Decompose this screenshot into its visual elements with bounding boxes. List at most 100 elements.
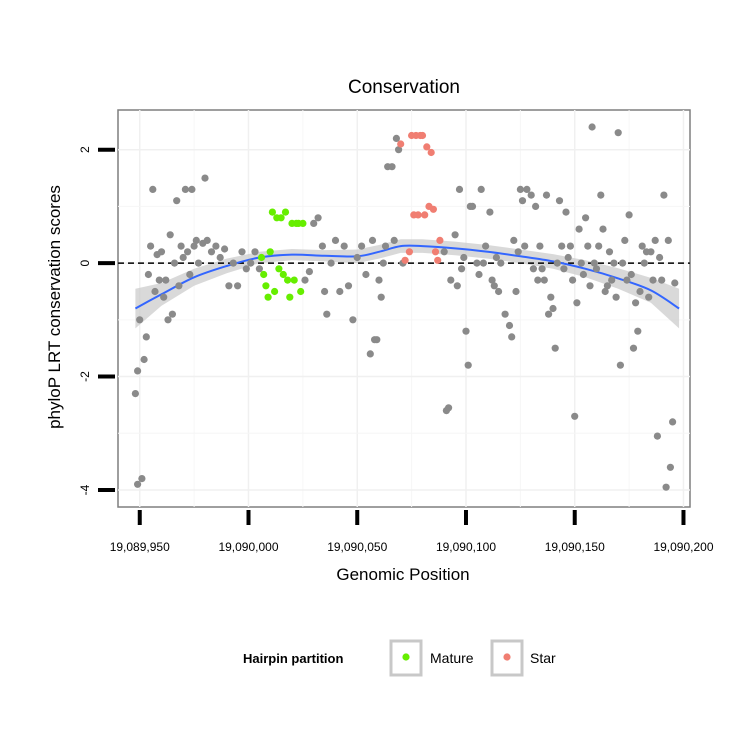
point-star: [418, 131, 427, 140]
point-other: [255, 265, 263, 273]
point-mature: [260, 270, 268, 279]
point-star: [401, 256, 409, 264]
point-mature: [268, 208, 276, 216]
point-other: [571, 412, 579, 420]
point-other: [595, 242, 603, 250]
point-other: [523, 185, 531, 193]
point-other: [477, 185, 485, 193]
point-other: [462, 327, 470, 335]
point-other: [379, 259, 387, 267]
point-other: [605, 248, 614, 256]
point-other: [375, 276, 383, 284]
point-other: [649, 276, 657, 284]
point-other: [221, 245, 229, 253]
point-other: [388, 163, 396, 171]
y-axis-label: phyloP LRT conservation scores: [45, 185, 64, 429]
point-other: [392, 134, 400, 142]
point-mature: [284, 276, 292, 284]
point-star: [427, 148, 435, 157]
plot-panel: [117, 109, 691, 508]
point-other: [327, 259, 335, 267]
point-other: [512, 287, 520, 296]
legend: Hairpin partition Mature Star: [243, 639, 556, 677]
point-other: [516, 185, 525, 193]
point-other: [175, 282, 183, 290]
point-star: [423, 143, 431, 151]
point-mature: [271, 287, 279, 296]
point-other: [447, 276, 455, 284]
point-other: [662, 483, 670, 491]
y-axis: -4 -2 0 2: [78, 146, 115, 495]
point-other: [194, 259, 203, 267]
point-other: [340, 242, 348, 250]
point-other: [468, 202, 477, 210]
point-other: [645, 293, 653, 301]
point-other: [551, 344, 559, 352]
point-star: [436, 236, 444, 244]
point-other: [603, 282, 612, 290]
point-other: [451, 231, 459, 239]
point-other: [508, 333, 516, 341]
point-other: [192, 236, 200, 244]
point-other: [569, 276, 577, 284]
point-other: [540, 276, 548, 284]
y-tick-label: -2: [78, 371, 92, 382]
point-other: [234, 282, 242, 290]
point-other: [564, 253, 572, 262]
point-other: [188, 185, 196, 193]
point-other: [229, 259, 237, 267]
legend-dot-mature: [402, 653, 410, 661]
point-other: [445, 404, 453, 412]
smooth-line-layer: [134, 244, 680, 310]
point-other: [381, 242, 390, 250]
point-other: [536, 242, 544, 250]
point-mature: [262, 282, 270, 290]
point-other: [186, 270, 194, 279]
point-star: [434, 256, 442, 264]
point-other: [553, 259, 561, 267]
point-other: [625, 211, 633, 219]
point-other: [358, 242, 366, 250]
point-star: [431, 248, 440, 256]
point-other: [560, 265, 568, 273]
point-other: [207, 248, 216, 256]
point-other: [310, 219, 318, 227]
x-axis-label: Genomic Position: [336, 565, 469, 584]
point-other: [619, 259, 627, 267]
point-other: [608, 276, 616, 284]
point-other: [610, 259, 618, 267]
point-other: [521, 242, 529, 250]
point-other: [584, 242, 592, 250]
point-other: [173, 197, 181, 205]
point-other: [190, 242, 198, 250]
point-mature: [257, 253, 266, 262]
point-other: [636, 287, 644, 296]
point-other: [505, 321, 514, 330]
point-star: [421, 211, 429, 219]
point-other: [368, 236, 377, 244]
point-other: [656, 253, 664, 262]
point-mature: [279, 270, 287, 279]
point-other: [479, 259, 487, 267]
point-other: [353, 253, 361, 262]
point-other: [527, 191, 535, 199]
point-other: [495, 287, 503, 296]
point-other: [629, 344, 638, 352]
point-mature: [281, 208, 290, 216]
point-other: [597, 191, 605, 199]
point-other: [140, 355, 148, 364]
point-other: [201, 174, 209, 182]
legend-label-star: Star: [530, 650, 556, 666]
point-other: [155, 276, 163, 284]
point-other: [590, 259, 598, 267]
point-other: [177, 242, 185, 250]
points-layer: [131, 123, 679, 491]
confidence-band: [135, 239, 680, 329]
y-tick-label: 2: [78, 146, 92, 153]
point-other: [136, 316, 144, 324]
point-other: [586, 282, 594, 290]
point-mature: [275, 265, 283, 273]
point-star: [405, 248, 413, 256]
point-other: [331, 236, 340, 244]
point-other: [323, 310, 331, 318]
